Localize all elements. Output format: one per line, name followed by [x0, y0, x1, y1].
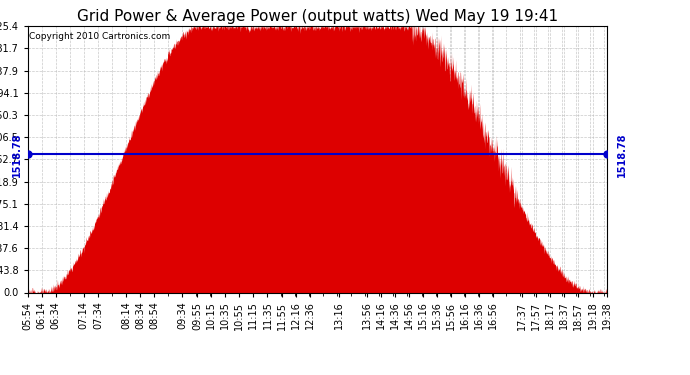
Title: Grid Power & Average Power (output watts) Wed May 19 19:41: Grid Power & Average Power (output watts…: [77, 9, 558, 24]
Text: Copyright 2010 Cartronics.com: Copyright 2010 Cartronics.com: [29, 32, 170, 40]
Text: 1518.78: 1518.78: [12, 132, 22, 177]
